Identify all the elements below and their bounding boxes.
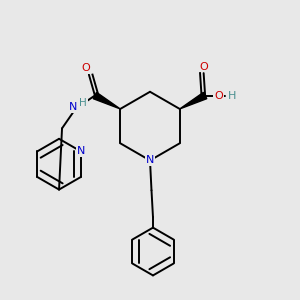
Polygon shape xyxy=(180,92,207,109)
Text: H: H xyxy=(79,98,87,108)
Text: H: H xyxy=(227,91,236,100)
Text: N: N xyxy=(146,155,154,166)
Text: N: N xyxy=(77,146,85,157)
Text: O: O xyxy=(199,61,208,71)
Text: O: O xyxy=(214,91,223,100)
Polygon shape xyxy=(93,92,120,109)
Text: O: O xyxy=(82,63,90,73)
Text: N: N xyxy=(69,102,77,112)
